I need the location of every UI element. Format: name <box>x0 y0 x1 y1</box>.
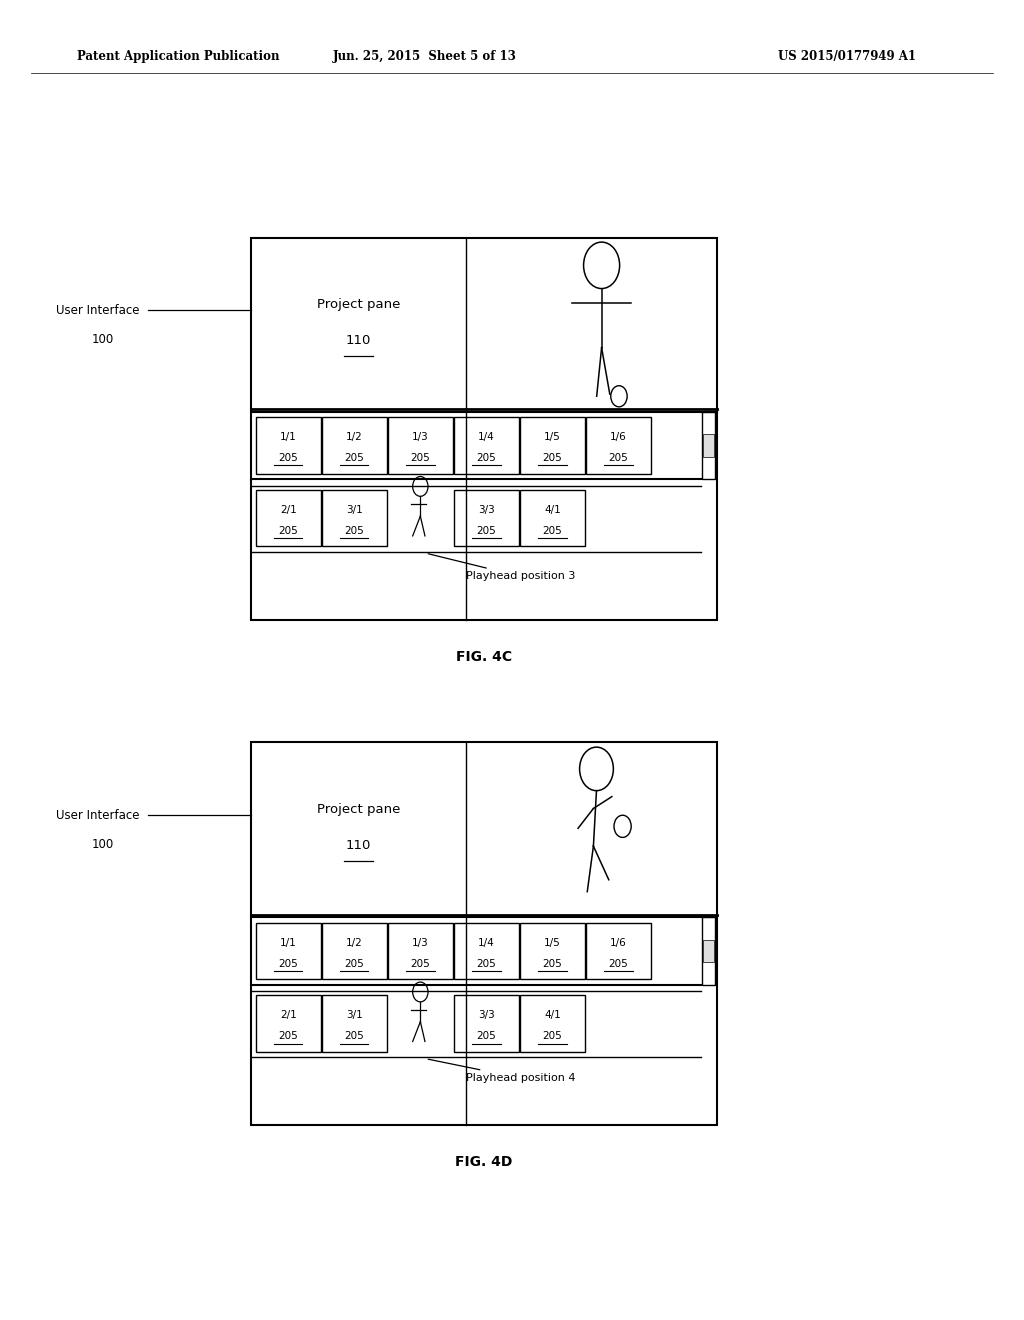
Bar <box>702 917 715 985</box>
Bar <box>703 434 714 457</box>
Text: 205: 205 <box>344 453 365 463</box>
Bar <box>256 490 321 546</box>
Text: 110: 110 <box>346 840 371 851</box>
Bar <box>388 923 453 979</box>
Text: 205: 205 <box>476 453 497 463</box>
Text: 205: 205 <box>608 958 629 969</box>
Text: 3/3: 3/3 <box>478 504 495 515</box>
Text: 1/4: 1/4 <box>478 432 495 442</box>
Text: 1/6: 1/6 <box>610 937 627 948</box>
Text: 205: 205 <box>279 525 298 536</box>
Text: 205: 205 <box>608 453 629 463</box>
Text: Jun. 25, 2015  Sheet 5 of 13: Jun. 25, 2015 Sheet 5 of 13 <box>333 50 517 63</box>
Text: 110: 110 <box>346 334 371 347</box>
Text: 205: 205 <box>279 958 298 969</box>
Text: 1/5: 1/5 <box>544 937 561 948</box>
Text: 1/2: 1/2 <box>346 937 362 948</box>
Bar <box>586 417 651 474</box>
Bar <box>251 742 717 1125</box>
Text: 205: 205 <box>543 453 562 463</box>
Text: FIG. 4C: FIG. 4C <box>456 651 512 664</box>
Text: 1/1: 1/1 <box>280 432 297 442</box>
Text: 100: 100 <box>92 838 115 850</box>
Text: 205: 205 <box>476 525 497 536</box>
Bar <box>455 417 518 474</box>
Bar <box>455 923 518 979</box>
Text: FIG. 4D: FIG. 4D <box>455 1155 513 1168</box>
Bar <box>586 923 651 979</box>
Text: User Interface: User Interface <box>56 809 140 821</box>
Bar <box>520 490 585 546</box>
Bar <box>322 923 387 979</box>
Bar <box>256 923 321 979</box>
Text: 3/3: 3/3 <box>478 1010 495 1020</box>
Text: 3/1: 3/1 <box>346 1010 362 1020</box>
Text: 205: 205 <box>344 958 365 969</box>
Text: User Interface: User Interface <box>56 304 140 317</box>
Text: 1/2: 1/2 <box>346 432 362 442</box>
Bar <box>455 995 518 1052</box>
Text: 1/6: 1/6 <box>610 432 627 442</box>
Text: 205: 205 <box>279 1031 298 1041</box>
Text: 205: 205 <box>476 958 497 969</box>
Text: Project pane: Project pane <box>316 804 400 816</box>
Text: 1/3: 1/3 <box>412 937 429 948</box>
Bar <box>322 490 387 546</box>
Text: 1/4: 1/4 <box>478 937 495 948</box>
Bar <box>520 923 585 979</box>
Text: 1/1: 1/1 <box>280 937 297 948</box>
Text: 3/1: 3/1 <box>346 504 362 515</box>
Text: Project pane: Project pane <box>316 298 400 312</box>
Text: 2/1: 2/1 <box>280 1010 297 1020</box>
Text: 205: 205 <box>279 453 298 463</box>
Text: 4/1: 4/1 <box>544 1010 561 1020</box>
Bar <box>520 417 585 474</box>
Text: US 2015/0177949 A1: US 2015/0177949 A1 <box>778 50 916 63</box>
Text: 205: 205 <box>344 525 365 536</box>
Bar <box>256 417 321 474</box>
Bar <box>455 490 518 546</box>
Bar <box>322 417 387 474</box>
Text: Playhead position 3: Playhead position 3 <box>428 554 575 582</box>
Text: 205: 205 <box>476 1031 497 1041</box>
Text: 2/1: 2/1 <box>280 504 297 515</box>
Text: Playhead position 4: Playhead position 4 <box>428 1059 575 1084</box>
Text: 205: 205 <box>411 453 430 463</box>
Text: Patent Application Publication: Patent Application Publication <box>77 50 280 63</box>
Text: 205: 205 <box>543 958 562 969</box>
Bar <box>703 940 714 962</box>
Bar <box>256 995 321 1052</box>
Bar <box>388 417 453 474</box>
Text: 205: 205 <box>344 1031 365 1041</box>
Text: 205: 205 <box>543 525 562 536</box>
Text: 1/3: 1/3 <box>412 432 429 442</box>
Bar <box>702 412 715 479</box>
Bar <box>251 238 717 620</box>
Bar <box>322 995 387 1052</box>
Text: 1/5: 1/5 <box>544 432 561 442</box>
Text: 4/1: 4/1 <box>544 504 561 515</box>
Text: 205: 205 <box>543 1031 562 1041</box>
Text: 205: 205 <box>411 958 430 969</box>
Bar <box>520 995 585 1052</box>
Text: 100: 100 <box>92 333 115 346</box>
